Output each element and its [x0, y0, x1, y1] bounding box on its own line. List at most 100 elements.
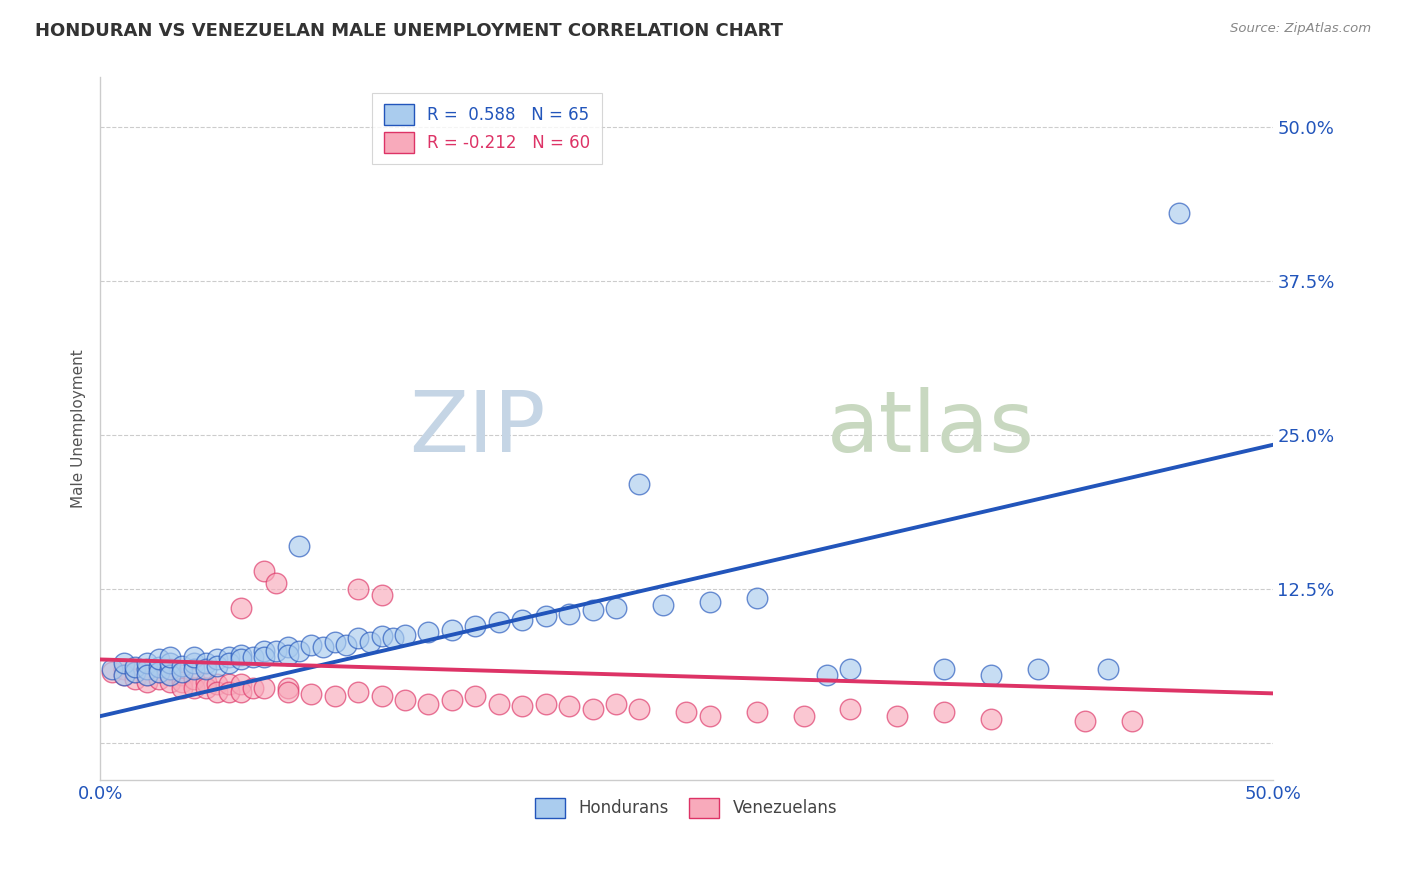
- Point: [218, 656, 240, 670]
- Point: [277, 640, 299, 654]
- Point: [101, 665, 124, 679]
- Point: [183, 650, 205, 665]
- Point: [264, 576, 287, 591]
- Point: [323, 690, 346, 704]
- Point: [382, 632, 405, 646]
- Point: [488, 697, 510, 711]
- Point: [440, 693, 463, 707]
- Point: [299, 687, 322, 701]
- Point: [1121, 714, 1143, 728]
- Point: [172, 665, 194, 679]
- Point: [194, 662, 217, 676]
- Point: [510, 613, 533, 627]
- Point: [148, 652, 170, 666]
- Point: [124, 672, 146, 686]
- Point: [934, 662, 956, 676]
- Text: ZIP: ZIP: [409, 387, 546, 470]
- Point: [136, 674, 159, 689]
- Point: [253, 564, 276, 578]
- Point: [159, 662, 181, 676]
- Point: [148, 660, 170, 674]
- Point: [159, 674, 181, 689]
- Point: [581, 603, 603, 617]
- Point: [464, 619, 486, 633]
- Point: [558, 699, 581, 714]
- Point: [605, 600, 627, 615]
- Point: [159, 668, 181, 682]
- Point: [359, 635, 381, 649]
- Point: [136, 662, 159, 676]
- Point: [136, 656, 159, 670]
- Point: [745, 706, 768, 720]
- Y-axis label: Male Unemployment: Male Unemployment: [72, 350, 86, 508]
- Point: [394, 693, 416, 707]
- Point: [980, 668, 1002, 682]
- Point: [183, 662, 205, 676]
- Point: [394, 628, 416, 642]
- Point: [148, 665, 170, 679]
- Point: [194, 681, 217, 695]
- Point: [207, 684, 229, 698]
- Point: [218, 650, 240, 665]
- Point: [194, 656, 217, 670]
- Point: [1026, 662, 1049, 676]
- Point: [112, 668, 135, 682]
- Point: [581, 702, 603, 716]
- Legend: Hondurans, Venezuelans: Hondurans, Venezuelans: [529, 791, 844, 825]
- Point: [124, 665, 146, 679]
- Point: [651, 598, 673, 612]
- Point: [347, 582, 370, 597]
- Point: [558, 607, 581, 621]
- Point: [229, 677, 252, 691]
- Point: [886, 709, 908, 723]
- Point: [699, 594, 721, 608]
- Point: [299, 638, 322, 652]
- Point: [980, 712, 1002, 726]
- Point: [172, 668, 194, 682]
- Point: [194, 674, 217, 689]
- Point: [124, 660, 146, 674]
- Point: [347, 684, 370, 698]
- Point: [534, 609, 557, 624]
- Point: [183, 656, 205, 670]
- Point: [136, 662, 159, 676]
- Point: [172, 681, 194, 695]
- Point: [264, 644, 287, 658]
- Point: [628, 702, 651, 716]
- Point: [1074, 714, 1097, 728]
- Point: [1167, 206, 1189, 220]
- Point: [277, 648, 299, 662]
- Point: [229, 648, 252, 662]
- Point: [699, 709, 721, 723]
- Text: Source: ZipAtlas.com: Source: ZipAtlas.com: [1230, 22, 1371, 36]
- Point: [815, 668, 838, 682]
- Point: [207, 658, 229, 673]
- Point: [101, 662, 124, 676]
- Point: [745, 591, 768, 605]
- Point: [839, 702, 862, 716]
- Point: [229, 684, 252, 698]
- Point: [418, 697, 440, 711]
- Text: HONDURAN VS VENEZUELAN MALE UNEMPLOYMENT CORRELATION CHART: HONDURAN VS VENEZUELAN MALE UNEMPLOYMENT…: [35, 22, 783, 40]
- Point: [172, 658, 194, 673]
- Point: [510, 699, 533, 714]
- Point: [288, 539, 311, 553]
- Point: [207, 652, 229, 666]
- Point: [183, 681, 205, 695]
- Point: [488, 615, 510, 630]
- Point: [124, 665, 146, 679]
- Point: [112, 662, 135, 676]
- Point: [793, 709, 815, 723]
- Point: [112, 668, 135, 682]
- Text: atlas: atlas: [827, 387, 1035, 470]
- Point: [242, 681, 264, 695]
- Point: [534, 697, 557, 711]
- Point: [934, 706, 956, 720]
- Point: [370, 588, 392, 602]
- Point: [277, 681, 299, 695]
- Point: [253, 650, 276, 665]
- Point: [288, 644, 311, 658]
- Point: [253, 681, 276, 695]
- Point: [229, 652, 252, 666]
- Point: [229, 600, 252, 615]
